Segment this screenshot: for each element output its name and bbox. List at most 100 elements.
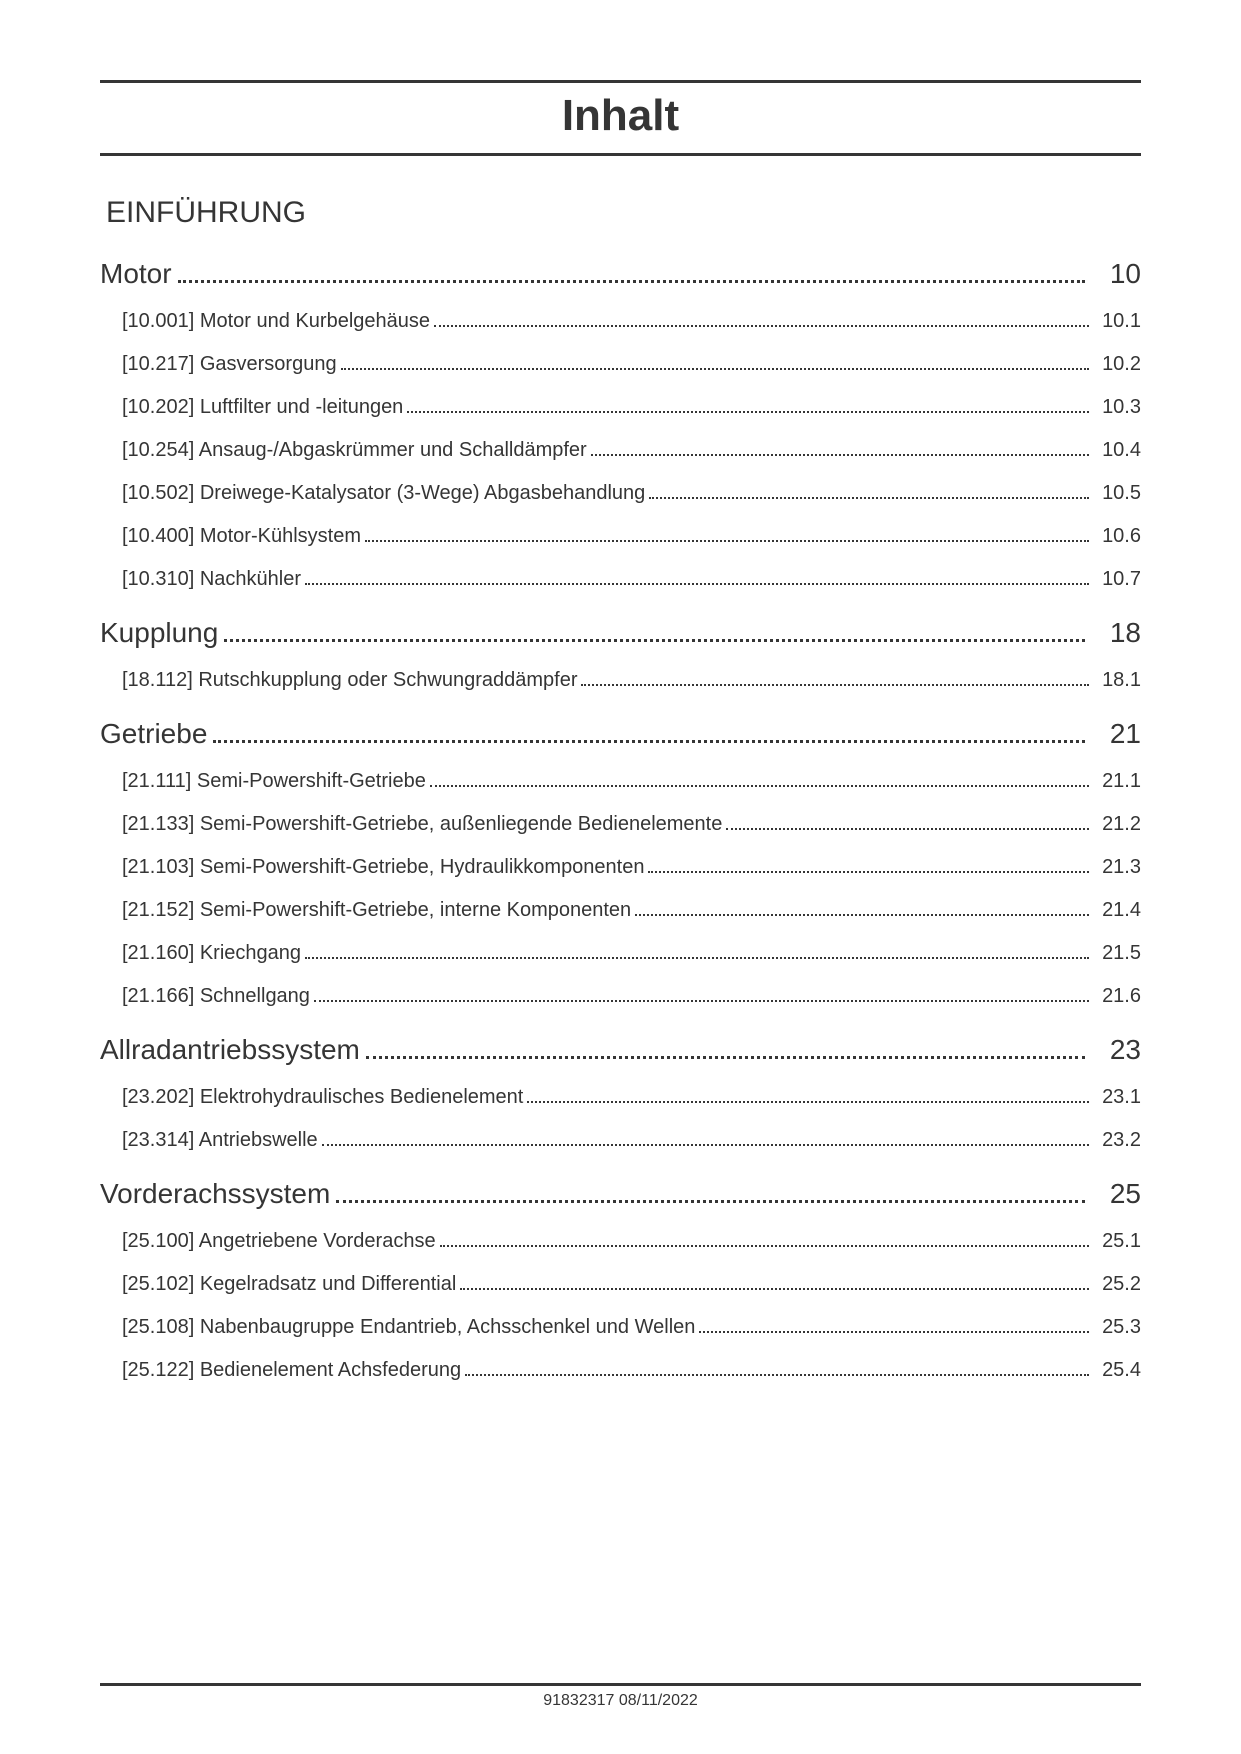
toc-entry-label: [10.001] Motor und Kurbelgehäuse — [122, 310, 430, 333]
toc-section: Kupplung 18 — [100, 617, 1141, 649]
toc-entry: [21.111] Semi-Powershift-Getriebe21.1 — [122, 770, 1141, 793]
toc-leader-dots — [341, 368, 1089, 370]
toc-entry-page: 10.6 — [1093, 525, 1141, 548]
toc-entry-page: 25.1 — [1093, 1230, 1141, 1253]
toc-leader-dots — [322, 1144, 1089, 1146]
footer-text: 91832317 08/11/2022 — [0, 1692, 1241, 1710]
toc-entry-label: [21.103] Semi-Powershift-Getriebe, Hydra… — [122, 856, 644, 879]
toc-entry-page: 25.2 — [1093, 1273, 1141, 1296]
toc-section-page: 25 — [1091, 1178, 1141, 1210]
toc-entry-label: [21.152] Semi-Powershift-Getriebe, inter… — [122, 899, 631, 922]
toc-entry-label: [10.217] Gasversorgung — [122, 353, 337, 376]
toc-leader-dots — [314, 1000, 1089, 1002]
toc-entry: [25.108] Nabenbaugruppe Endantrieb, Achs… — [122, 1316, 1141, 1339]
toc-entry-page: 21.4 — [1093, 899, 1141, 922]
toc-section: Allradantriebssystem 23 — [100, 1034, 1141, 1066]
toc-leader-dots — [407, 411, 1089, 413]
toc-entry-page: 25.4 — [1093, 1359, 1141, 1382]
toc-entry: [21.103] Semi-Powershift-Getriebe, Hydra… — [122, 856, 1141, 879]
toc-entry: [10.310] Nachkühler10.7 — [122, 568, 1141, 591]
toc-entry: [21.152] Semi-Powershift-Getriebe, inter… — [122, 899, 1141, 922]
toc-leader-dots — [648, 871, 1089, 873]
toc-entry: [10.217] Gasversorgung 10.2 — [122, 353, 1141, 376]
toc-entry-page: 23.1 — [1093, 1086, 1141, 1109]
toc-entry-label: [25.108] Nabenbaugruppe Endantrieb, Achs… — [122, 1316, 695, 1339]
toc-entry-page: 10.3 — [1093, 396, 1141, 419]
toc-entry-label: [21.160] Kriechgang — [122, 942, 301, 965]
toc-leader-dots — [224, 639, 1085, 642]
toc-entry-page: 21.6 — [1093, 985, 1141, 1008]
toc-leader-dots — [465, 1374, 1089, 1376]
footer-divider — [100, 1683, 1141, 1686]
toc-entry: [23.314] Antriebswelle 23.2 — [122, 1129, 1141, 1152]
title-container: Inhalt — [100, 80, 1141, 156]
toc-entry-page: 18.1 — [1093, 669, 1141, 692]
toc-entry: [18.112] Rutschkupplung oder Schwungradd… — [122, 669, 1141, 692]
toc-leader-dots — [635, 914, 1089, 916]
toc-entry: [21.166] Schnellgang 21.6 — [122, 985, 1141, 1008]
toc-leader-dots — [699, 1331, 1089, 1333]
intro-heading: EINFÜHRUNG — [100, 196, 1141, 230]
page-title: Inhalt — [100, 91, 1141, 141]
toc-entry: [10.254] Ansaug-/Abgaskrümmer und Schall… — [122, 439, 1141, 462]
toc-leader-dots — [649, 497, 1089, 499]
toc-section-label: Allradantriebssystem — [100, 1034, 360, 1066]
toc-entry-label: [10.254] Ansaug-/Abgaskrümmer und Schall… — [122, 439, 587, 462]
toc-entry-label: [10.202] Luftfilter und -leitungen — [122, 396, 403, 419]
toc-section-page: 18 — [1091, 617, 1141, 649]
toc-entry: [21.133] Semi-Powershift-Getriebe, außen… — [122, 813, 1141, 836]
toc-entry: [25.122] Bedienelement Achsfederung 25.4 — [122, 1359, 1141, 1382]
toc-leader-dots — [366, 1056, 1085, 1059]
toc-leader-dots — [305, 583, 1089, 585]
toc-entry: [23.202] Elektrohydraulisches Bedienelem… — [122, 1086, 1141, 1109]
toc-section-label: Motor — [100, 258, 172, 290]
toc-section: Motor 10 — [100, 258, 1141, 290]
toc-entry-page: 21.2 — [1093, 813, 1141, 836]
toc-entry-label: [23.314] Antriebswelle — [122, 1129, 318, 1152]
toc-leader-dots — [365, 540, 1089, 542]
toc-leader-dots — [336, 1200, 1085, 1203]
toc-entry: [10.001] Motor und Kurbelgehäuse 10.1 — [122, 310, 1141, 333]
toc-entry: [10.400] Motor-Kühlsystem 10.6 — [122, 525, 1141, 548]
toc-entry: [10.202] Luftfilter und -leitungen 10.3 — [122, 396, 1141, 419]
toc-entry: [25.100] Angetriebene Vorderachse 25.1 — [122, 1230, 1141, 1253]
toc-section: Vorderachssystem 25 — [100, 1178, 1141, 1210]
toc-leader-dots — [305, 957, 1089, 959]
toc-entry-page: 10.1 — [1093, 310, 1141, 333]
toc-entry-label: [25.100] Angetriebene Vorderachse — [122, 1230, 436, 1253]
toc-leader-dots — [440, 1245, 1089, 1247]
toc-entry: [10.502] Dreiwege-Katalysator (3-Wege) A… — [122, 482, 1141, 505]
toc-entry-page: 21.5 — [1093, 942, 1141, 965]
toc-leader-dots — [591, 454, 1089, 456]
toc-entry-page: 23.2 — [1093, 1129, 1141, 1152]
toc-leader-dots — [178, 280, 1085, 283]
toc-entry-label: [10.400] Motor-Kühlsystem — [122, 525, 361, 548]
toc-entry: [25.102] Kegelradsatz und Differential 25… — [122, 1273, 1141, 1296]
toc-leader-dots — [430, 785, 1089, 787]
toc-section-label: Kupplung — [100, 617, 218, 649]
toc-entry-label: [21.111] Semi-Powershift-Getriebe — [122, 770, 426, 793]
toc-section-page: 10 — [1091, 258, 1141, 290]
toc-leader-dots — [434, 325, 1089, 327]
toc-container: Motor 10 [10.001] Motor und Kurbelgehäuse 1… — [100, 258, 1141, 1382]
toc-entry-label: [23.202] Elektrohydraulisches Bedienelem… — [122, 1086, 523, 1109]
toc-entry: [21.160] Kriechgang 21.5 — [122, 942, 1141, 965]
toc-leader-dots — [726, 828, 1089, 830]
toc-section: Getriebe21 — [100, 718, 1141, 750]
toc-entry-label: [25.122] Bedienelement Achsfederung — [122, 1359, 461, 1382]
toc-entry-label: [21.133] Semi-Powershift-Getriebe, außen… — [122, 813, 722, 836]
toc-leader-dots — [581, 684, 1089, 686]
toc-entry-label: [25.102] Kegelradsatz und Differential — [122, 1273, 456, 1296]
toc-section-page: 23 — [1091, 1034, 1141, 1066]
toc-entry-page: 21.3 — [1093, 856, 1141, 879]
toc-entry-label: [10.502] Dreiwege-Katalysator (3-Wege) A… — [122, 482, 645, 505]
toc-entry-label: [21.166] Schnellgang — [122, 985, 310, 1008]
toc-section-label: Getriebe — [100, 718, 207, 750]
toc-section-label: Vorderachssystem — [100, 1178, 330, 1210]
toc-entry-page: 10.5 — [1093, 482, 1141, 505]
toc-entry-page: 10.4 — [1093, 439, 1141, 462]
toc-leader-dots — [527, 1101, 1089, 1103]
toc-entry-label: [10.310] Nachkühler — [122, 568, 301, 591]
toc-leader-dots — [460, 1288, 1089, 1290]
toc-entry-page: 10.2 — [1093, 353, 1141, 376]
